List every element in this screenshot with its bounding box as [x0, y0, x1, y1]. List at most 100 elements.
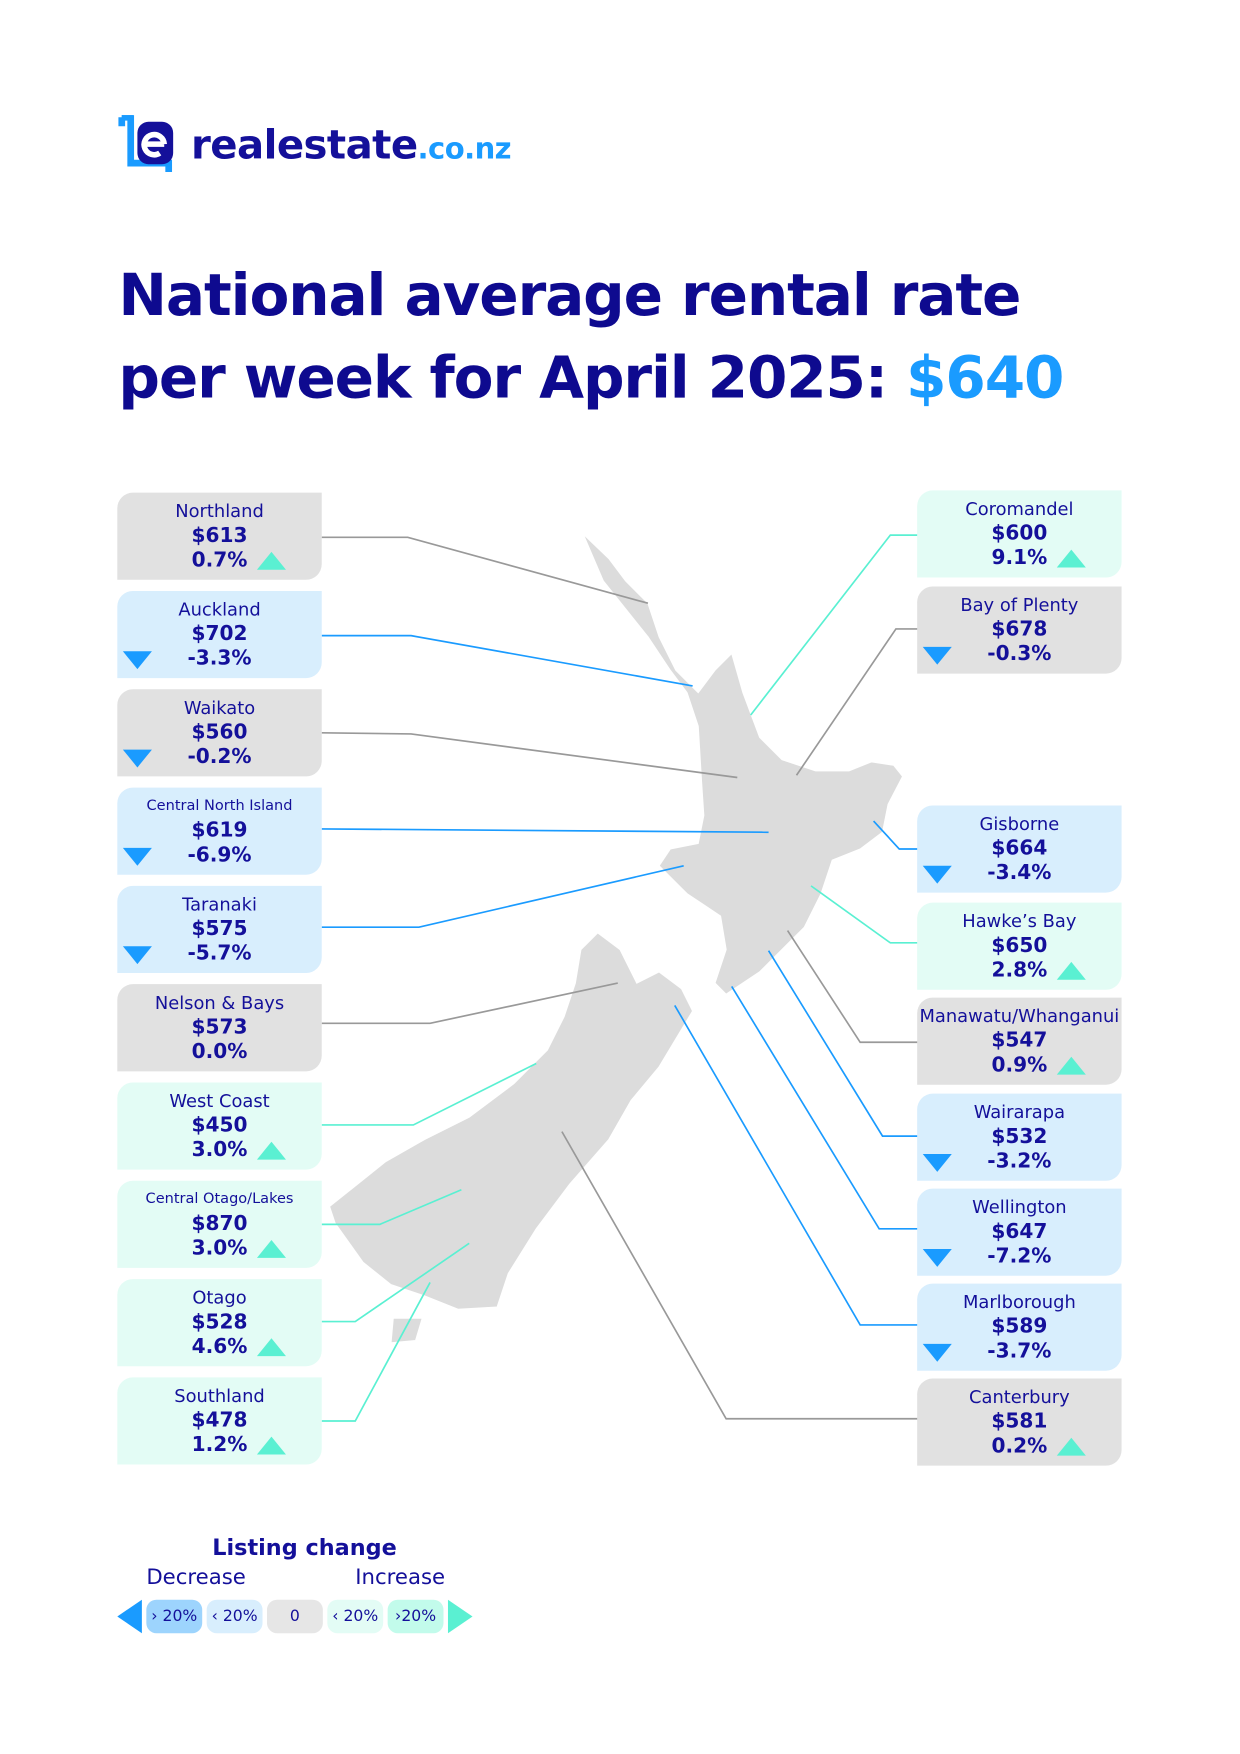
region-card: Manawatu/Whanganui $547 0.9%: [917, 997, 1122, 1085]
region-price: $650: [991, 933, 1048, 958]
decrease-triangle-icon: [122, 946, 152, 965]
region-name: Bay of Plenty: [960, 594, 1079, 616]
decrease-triangle-icon: [922, 865, 952, 884]
leader-wellington: [730, 985, 919, 1230]
leader-auckland: [321, 634, 693, 687]
region-card: Bay of Plenty $678 -0.3%: [917, 586, 1122, 674]
legend-chip-small-decrease: ‹ 20%: [206, 1599, 263, 1634]
region-change: -0.3%: [922, 642, 1051, 667]
region-change: 3.0%: [192, 1138, 286, 1163]
logo-text: realestate.co.nz: [191, 122, 512, 169]
region-name: Canterbury: [969, 1386, 1070, 1408]
decrease-triangle-icon: [922, 1153, 952, 1172]
legend-chip-large-decrease: › 20%: [146, 1599, 203, 1634]
region-change: -5.7%: [122, 942, 252, 967]
region-price: $575: [191, 917, 248, 941]
increase-triangle-icon: [256, 1240, 286, 1258]
region-name: Central Otago/Lakes: [145, 1190, 294, 1208]
region-change: 9.1%: [991, 546, 1086, 571]
leader-bay-of-plenty: [795, 628, 919, 776]
leader-northland: [321, 536, 649, 605]
leader-taranaki: [321, 864, 684, 929]
region-name: Gisborne: [979, 813, 1060, 835]
region-name: Wairarapa: [973, 1101, 1066, 1123]
region-change: 0.2%: [991, 1434, 1086, 1459]
region-change: -6.9%: [122, 843, 252, 868]
region-price: $573: [191, 1015, 248, 1039]
region-name: Coromandel: [965, 498, 1074, 520]
stewart-island: [390, 1317, 424, 1344]
region-card: Central Otago/Lakes $870 3.0%: [117, 1180, 322, 1268]
region-price: $560: [191, 720, 248, 745]
page-title: National average rental rate per week fo…: [118, 262, 1064, 413]
increase-triangle-icon: [256, 1436, 286, 1455]
region-price: $532: [991, 1124, 1048, 1149]
leader-canterbury: [561, 1131, 919, 1420]
realestate-logo-icon: [118, 115, 174, 173]
region-name: Marlborough: [962, 1291, 1076, 1313]
leader-central-otago: [321, 1188, 462, 1226]
region-card: Northland $613 0.7%: [117, 492, 322, 580]
increase-triangle-icon: [1056, 961, 1086, 980]
leader-southland: [321, 1282, 431, 1422]
region-price: $581: [991, 1409, 1048, 1434]
region-card: Taranaki $575 -5.7%: [117, 885, 322, 974]
region-change: 2.8%: [991, 958, 1086, 983]
increase-triangle-icon: [1056, 1437, 1086, 1456]
region-change: -3.7%: [922, 1339, 1051, 1364]
region-name: Central North Island: [146, 797, 293, 815]
region-price: $619: [191, 818, 248, 843]
decrease-triangle-icon: [122, 749, 152, 768]
leader-gisborne: [872, 820, 919, 850]
region-card: Marlborough $589 -3.7%: [917, 1283, 1122, 1371]
region-change: 0.7%: [192, 549, 286, 574]
leader-lines: [321, 534, 919, 1422]
legend-chip-large-increase: ›20%: [387, 1599, 444, 1634]
leader-wairarapa: [767, 950, 919, 1137]
region-name: Nelson & Bays: [154, 992, 285, 1014]
region-name: Otago: [192, 1286, 247, 1309]
region-change: -0.2%: [122, 745, 252, 770]
region-name: Waikato: [183, 697, 256, 719]
region-price: $702: [191, 622, 248, 646]
region-name: Northland: [175, 500, 264, 522]
legend-chip-no-change: 0: [266, 1599, 323, 1634]
leader-coromandel: [750, 534, 919, 716]
region-price: $528: [191, 1310, 248, 1334]
region-change: -3.2%: [922, 1150, 1051, 1175]
decrease-arrow-icon: [117, 1599, 142, 1634]
decrease-triangle-icon: [122, 847, 152, 866]
region-change: -3.4%: [922, 861, 1051, 886]
region-change: 0.0%: [191, 1040, 248, 1064]
region-change: -7.2%: [922, 1244, 1051, 1269]
region-card: Otago $528 4.6%: [117, 1279, 322, 1367]
decrease-triangle-icon: [922, 1248, 952, 1267]
decrease-triangle-icon: [122, 651, 152, 670]
leader-manawatu: [786, 930, 919, 1044]
decrease-triangle-icon: [922, 1343, 952, 1362]
legend-decrease-label: Decrease: [146, 1565, 246, 1590]
region-price: $547: [991, 1028, 1048, 1053]
leader-marlborough: [674, 1004, 919, 1326]
increase-arrow-icon: [447, 1599, 473, 1634]
region-change: 4.6%: [192, 1335, 286, 1360]
national-average-price: $640: [906, 345, 1064, 413]
region-card: Wairarapa $532 -3.2%: [917, 1093, 1122, 1181]
region-card: Southland $478 1.2%: [117, 1377, 322, 1465]
region-card: Hawke’s Bay $650 2.8%: [917, 902, 1122, 990]
region-change: 0.9%: [991, 1053, 1086, 1078]
region-price: $870: [191, 1212, 248, 1236]
legend-scale: › 20% ‹ 20% 0 ‹ 20% ›20%: [117, 1599, 473, 1634]
region-price: $664: [991, 836, 1048, 861]
region-name: Manawatu/Whanganui: [919, 1005, 1120, 1027]
region-price: $600: [991, 521, 1048, 546]
region-price: $478: [191, 1408, 248, 1433]
region-name: Wellington: [972, 1196, 1067, 1218]
region-name: Taranaki: [182, 893, 257, 915]
region-card: Canterbury $581 0.2%: [917, 1378, 1122, 1466]
increase-triangle-icon: [1056, 549, 1086, 568]
decrease-triangle-icon: [922, 646, 952, 665]
region-card: Nelson & Bays $573 0.0%: [117, 984, 322, 1072]
leader-otago: [321, 1242, 470, 1323]
